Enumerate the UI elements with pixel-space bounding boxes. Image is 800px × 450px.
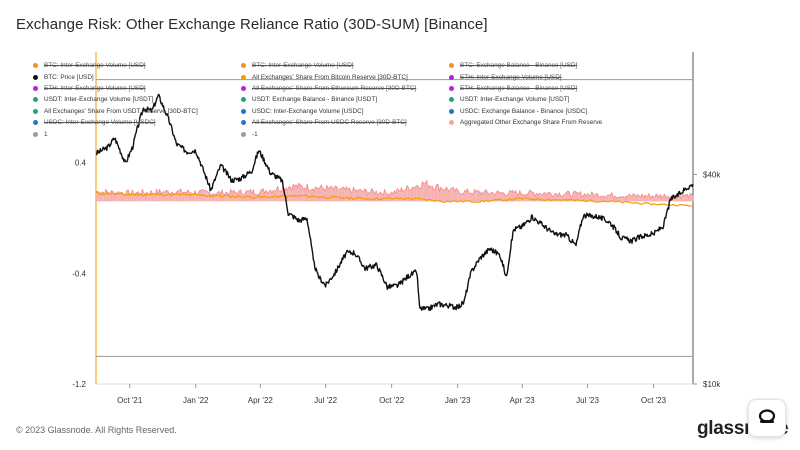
legend-dot-icon [449,74,454,80]
legend-dot-icon [241,74,246,80]
legend-item[interactable]: USDT: Inter-Exchange Volume [USDT] [449,94,653,105]
x-tick-label: Oct '23 [641,396,667,405]
legend-item[interactable]: USDC: Inter-Exchange Volume [USDC] [241,106,449,117]
legend-item[interactable]: ETH: Inter-Exchange Volume [USD] [33,83,241,94]
legend-item[interactable]: All Exchanges' Share From Bitcoin Reserv… [241,71,449,82]
legend-dot-icon [241,108,246,114]
legend-dot-icon [449,85,454,91]
legend-label: ETH: Exchange Balance - Binance [USD] [460,84,578,92]
legend-label: All Exchanges' Share From Bitcoin Reserv… [252,73,408,81]
legend-dot-icon [449,120,454,126]
x-tick-label: Jan '23 [445,396,471,405]
axes: Oct '21 Jan '22 Apr '22 Jul '22 Oct '22 Jan '… [72,159,721,405]
x-tick-label: Oct '21 [117,396,143,405]
legend-item[interactable]: USDC: Exchange Balance - Binance [USDC] [449,106,653,117]
legend-label: USDT: Inter-Exchange Volume [USDT] [44,96,154,104]
legend-label: Aggregated Other Exchange Share From Res… [460,119,603,127]
legend-dot-icon [241,97,246,103]
copyright-footer: © 2023 Glassnode. All Rights Reserved. [16,425,177,435]
x-tick-label: Apr '22 [248,396,274,405]
x-tick-label: Jul '23 [576,396,599,405]
x-tick-label: Apr '23 [510,396,536,405]
aggregated-share-line [95,179,694,200]
legend-item[interactable]: USDT: Inter-Exchange Volume [USDT] [33,94,241,105]
legend-label: USDT: Inter-Exchange Volume [USDT] [460,96,570,104]
legend-item[interactable]: USDT: Exchange Balance - Binance [USDT] [241,94,449,105]
legend-dot-icon [33,85,38,91]
legend-dot-icon [241,85,246,91]
legend-item[interactable]: All Exchanges' Share From USDT Reserve [… [33,106,241,117]
legend-item[interactable]: ETH: Inter-Exchange Volume [USD] [449,71,653,82]
legend-label: ETH: Inter-Exchange Volume [USD] [460,73,562,81]
legend-item[interactable]: BTC: Inter-Exchange Volume [USD] [241,60,449,71]
y-right-tick-label: $10k [703,380,721,389]
legend-dot-icon [449,63,454,69]
x-tick-label: Jan '22 [183,396,209,405]
chat-bubble-icon [758,409,776,423]
chart-title: Exchange Risk: Other Exchange Reliance R… [16,16,488,33]
legend-label: BTC: Exchange Balance - Binance [USD] [460,62,578,70]
legend-item[interactable]: ETH: Exchange Balance - Binance [USD] [449,83,653,94]
legend-dot-icon [241,131,246,137]
legend-label: USDT: Exchange Balance - Binance [USDT] [252,96,378,104]
btc-price-line [95,93,694,311]
x-tick-label: Oct '22 [379,396,405,405]
legend-dot-icon [33,120,38,126]
legend[interactable]: BTC: Inter-Exchange Volume [USD] BTC: Int… [33,60,653,140]
legend-label: BTC: Price [USD] [44,73,94,81]
legend-label: All Exchanges' Share From USDT Reserve [… [44,107,198,115]
legend-label: 1 [44,130,48,138]
legend-dot-icon [33,63,38,69]
legend-item[interactable]: 1 [33,128,241,139]
legend-item[interactable]: BTC: Exchange Balance - Binance [USD] [449,60,653,71]
legend-item[interactable]: All Exchanges' Share From USDC Reserve [… [241,117,449,128]
legend-item[interactable]: -1 [241,128,449,139]
legend-dot-icon [241,120,246,126]
legend-dot-icon [33,131,38,137]
help-chat-button[interactable] [748,399,786,437]
legend-item[interactable]: BTC: Inter-Exchange Volume [USD] [33,60,241,71]
legend-dot-icon [449,108,454,114]
legend-label: All Exchanges' Share From USDC Reserve [… [252,119,407,127]
legend-item[interactable]: Aggregated Other Exchange Share From Res… [449,117,653,128]
x-tick-label: Jul '22 [314,396,337,405]
y-left-tick-label: -1.2 [72,380,86,389]
y-left-tick-label: 0.4 [75,159,87,168]
legend-item[interactable]: USDC: Inter-Exchange Volume [USDC] [33,117,241,128]
legend-item[interactable]: BTC: Price [USD] [33,71,241,82]
legend-dot-icon [241,63,246,69]
y-left-tick-label: -0.4 [72,269,86,278]
reference-lines [96,79,693,357]
legend-label: USDC: Exchange Balance - Binance [USDC] [460,107,588,115]
legend-label: -1 [252,130,258,138]
legend-dot-icon [33,108,38,114]
legend-label: BTC: Inter-Exchange Volume [USD] [252,62,354,70]
btc-reserve-share-line [95,191,694,207]
legend-dot-icon [33,74,38,80]
legend-dot-icon [33,97,38,103]
legend-label: USDC: Inter-Exchange Volume [USDC] [44,119,156,127]
y-right-tick-label: $40k [703,171,721,180]
legend-label: BTC: Inter-Exchange Volume [USD] [44,62,146,70]
legend-item[interactable]: All Exchanges' Share From Ethereum Reser… [241,83,449,94]
legend-dot-icon [449,97,454,103]
legend-label: All Exchanges' Share From Ethereum Reser… [252,84,417,92]
series-layer [95,93,694,311]
legend-label: ETH: Inter-Exchange Volume [USD] [44,84,146,92]
legend-label: USDC: Inter-Exchange Volume [USDC] [252,107,364,115]
